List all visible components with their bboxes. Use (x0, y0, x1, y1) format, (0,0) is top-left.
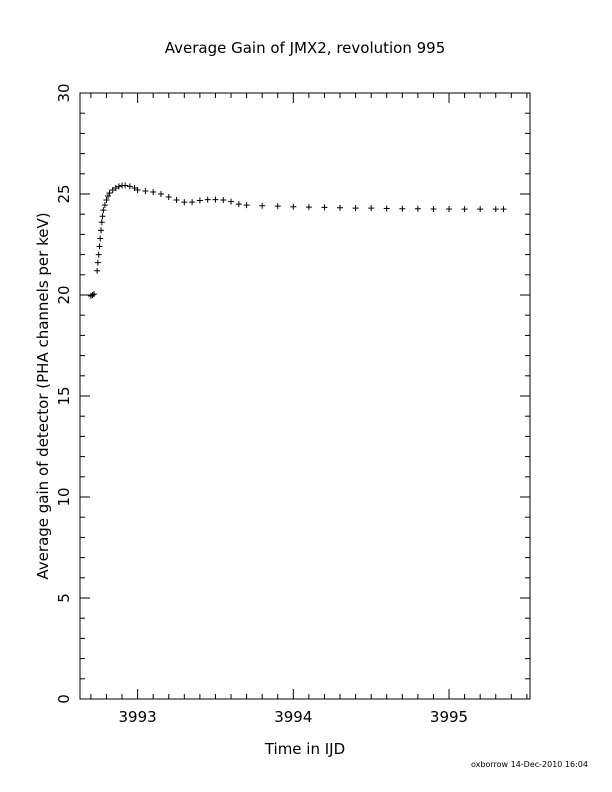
data-point (157, 191, 164, 197)
y-tick-label: 20 (55, 285, 73, 304)
data-point (96, 243, 103, 250)
data-point (131, 184, 138, 191)
data-point (112, 184, 119, 191)
data-point (89, 292, 96, 298)
plot-frame (79, 92, 531, 700)
y-axis-label: Average gain of detector (PHA channels p… (34, 212, 52, 579)
data-point (204, 196, 211, 203)
axis-ticks (80, 92, 530, 700)
data-point (228, 198, 235, 205)
data-point (189, 199, 196, 206)
chart-title: Average Gain of JMX2, revolution 995 (165, 39, 446, 57)
data-point (134, 186, 141, 193)
data-point (101, 202, 108, 209)
y-tick-label: 10 (55, 487, 73, 506)
data-point (259, 202, 266, 209)
data-point (97, 235, 104, 242)
data-point (142, 187, 149, 194)
x-tick-label: 3993 (119, 708, 157, 726)
data-point (181, 199, 188, 206)
data-point (103, 197, 110, 204)
data-point (173, 197, 180, 204)
data-point (98, 227, 105, 234)
data-point (106, 189, 113, 196)
y-tick-label: 30 (55, 83, 73, 102)
data-point (212, 196, 219, 203)
y-tick-label: 5 (55, 593, 73, 603)
x-tick-label: 3994 (274, 708, 312, 726)
data-point (220, 197, 227, 204)
axis-tick-labels: 0 5 10 15 20 25 30 3993 3994 3995 (55, 83, 468, 726)
data-point (94, 259, 101, 266)
data-point (235, 201, 242, 208)
data-point (95, 251, 102, 258)
y-tick-label: 25 (55, 184, 73, 203)
data-point (383, 205, 390, 212)
data-point (492, 206, 499, 213)
data-point (321, 204, 328, 211)
data-point (290, 203, 297, 210)
x-tick-label: 3995 (430, 708, 468, 726)
data-point (122, 182, 129, 189)
footer-timestamp: oxborrow 14-Dec-2010 16:04 (471, 760, 588, 769)
data-point (414, 205, 421, 212)
data-point (274, 203, 281, 210)
data-point (150, 188, 157, 195)
data-point (109, 186, 116, 193)
data-point (165, 194, 172, 201)
data-point (126, 183, 133, 190)
data-point (500, 206, 507, 213)
data-point (430, 205, 437, 212)
data-point (399, 205, 406, 212)
data-point (477, 206, 484, 213)
data-point (305, 204, 312, 211)
data-point (115, 183, 122, 190)
data-point (91, 290, 98, 297)
y-tick-label: 0 (55, 694, 73, 704)
y-tick-label: 15 (55, 386, 73, 405)
x-axis-label: Time in IJD (264, 740, 345, 758)
data-point (368, 205, 375, 212)
data-point (99, 213, 106, 220)
data-point (461, 206, 468, 213)
data-point (243, 202, 250, 209)
data-point (196, 197, 203, 204)
data-point (94, 267, 101, 274)
data-point (337, 204, 344, 211)
data-point (100, 207, 107, 214)
data-point (105, 193, 112, 200)
data-point (352, 205, 359, 212)
data-points (87, 182, 507, 300)
data-point (446, 205, 453, 212)
data-point (98, 219, 105, 226)
